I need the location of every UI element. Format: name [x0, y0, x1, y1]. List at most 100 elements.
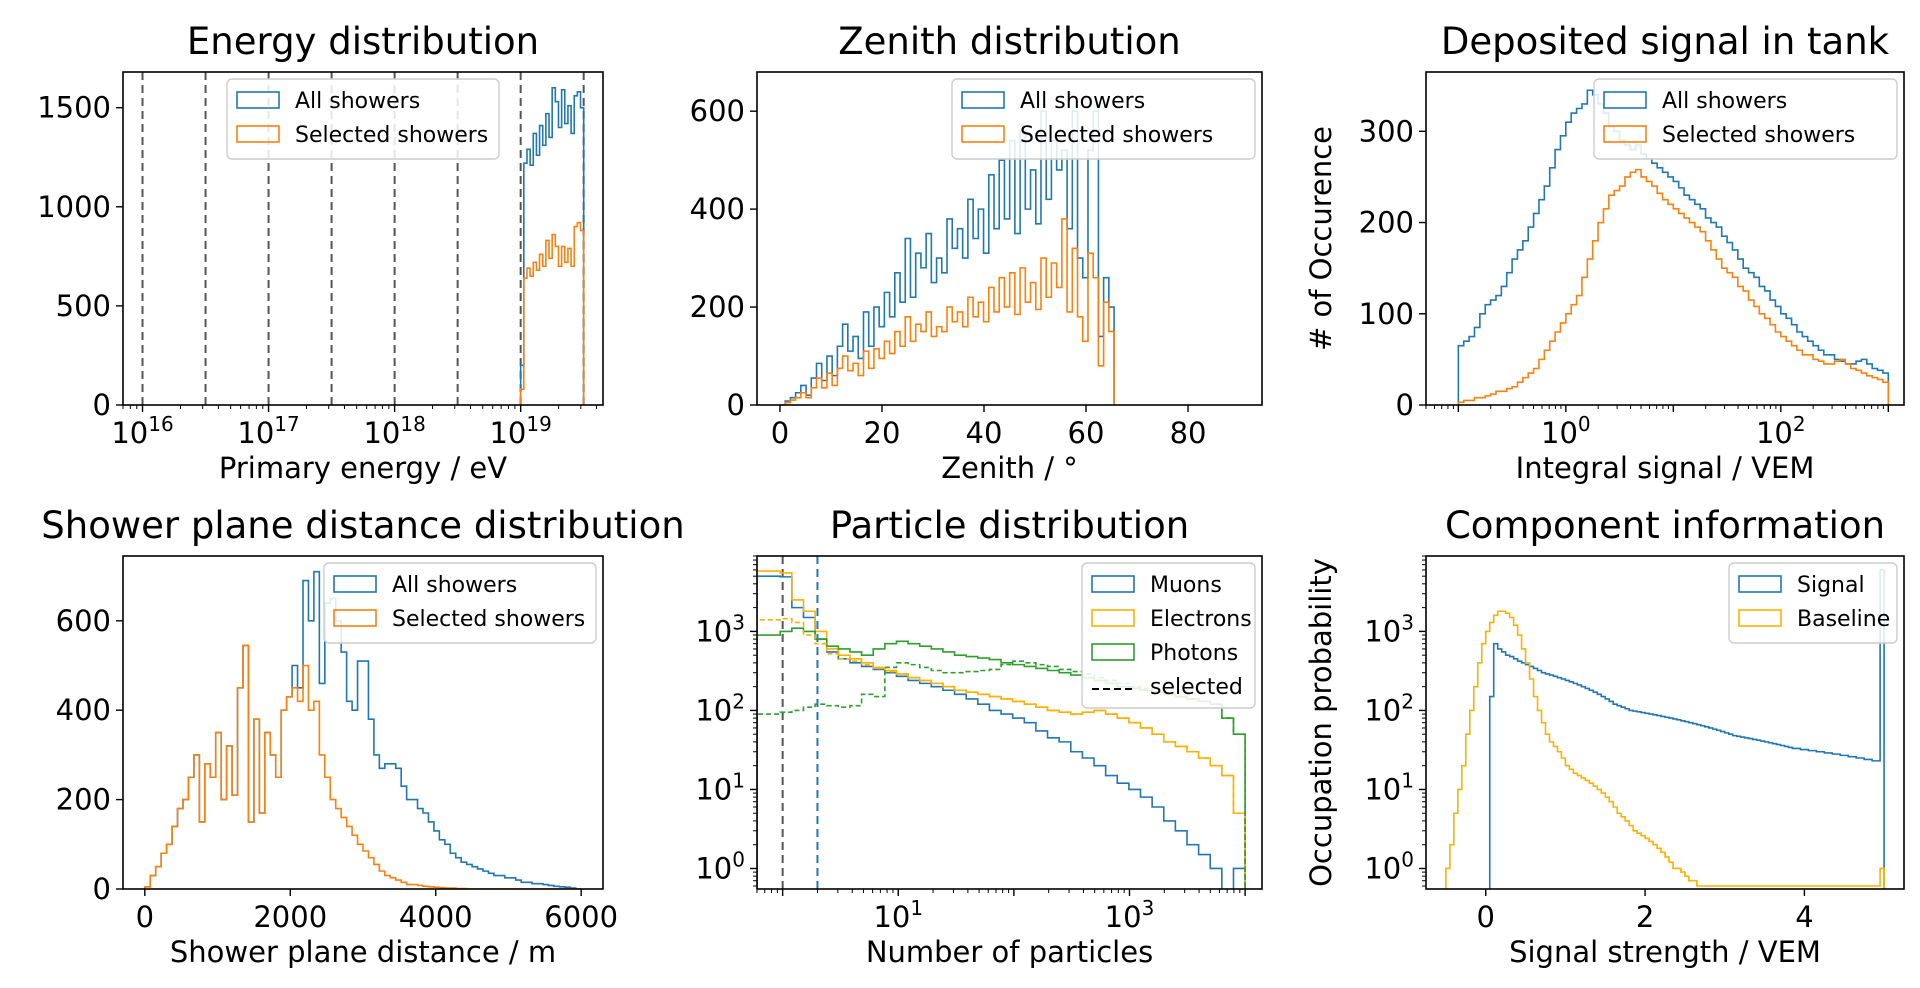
axes-frame: [122, 71, 604, 406]
legend-label: Selected showers: [1020, 123, 1213, 148]
xtick-label-exponent: 1: [910, 896, 923, 920]
legend: Signal Baseline: [1728, 562, 1898, 644]
ytick-label-exponent: 2: [1401, 689, 1414, 713]
x-axis-label: Primary energy / eV: [219, 451, 507, 485]
y-axis-label: # of Occurence: [1304, 126, 1338, 351]
xtick-label: 1018: [363, 412, 425, 450]
axes-frame: [756, 71, 1263, 406]
x-axis-label: Zenith / °: [941, 451, 1078, 485]
ytick-label: 0: [93, 872, 111, 906]
chart-title: Particle distribution: [830, 504, 1189, 547]
legend-swatch: [1603, 125, 1647, 143]
legend-label: selected: [1150, 675, 1243, 700]
ytick-label-base: 10: [1364, 851, 1401, 885]
ytick-label: 400: [56, 693, 111, 727]
chart-title: Deposited signal in tank: [1441, 20, 1890, 63]
ytick-label-base: 10: [1364, 772, 1401, 806]
legend-swatch: [333, 609, 377, 627]
plot-area: [519, 87, 585, 405]
ytick-label-base: 10: [695, 851, 732, 885]
ytick-label: 200: [56, 783, 111, 817]
legend-swatch: [1091, 575, 1135, 593]
xtick-label: 2000: [253, 900, 327, 934]
xtick-label-base: 10: [1756, 416, 1793, 450]
xtick-label-exponent: 3: [1142, 896, 1155, 920]
series-1: [1457, 168, 1890, 405]
xtick-label: 103: [1105, 896, 1155, 934]
legend-label: Muons: [1150, 573, 1222, 598]
legend-frame: [1728, 562, 1898, 644]
legend: All showers Selected showers: [1593, 78, 1898, 160]
x-axis-label: Signal strength / VEM: [1509, 935, 1821, 969]
ytick-label: 0: [93, 388, 111, 422]
xtick-label: 102: [1756, 412, 1806, 450]
xtick-label: 6000: [544, 900, 618, 934]
ytick-label: 400: [690, 192, 745, 226]
legend-swatch: [1603, 91, 1647, 109]
legend-swatch: [961, 91, 1005, 109]
legend-label: Baseline: [1797, 607, 1890, 632]
xtick-label-exponent: 18: [400, 412, 425, 436]
series-0: [519, 87, 585, 405]
ytick-label-base: 10: [695, 614, 732, 648]
ytick-label: 200: [1359, 206, 1414, 240]
ytick-label: 1500: [37, 91, 111, 125]
series-1: [779, 218, 1115, 405]
y-axis-label: Occupation probability: [1304, 558, 1338, 887]
series-1: [144, 644, 582, 889]
series-3: [757, 617, 1246, 889]
xtick-label-base: 10: [489, 416, 526, 450]
xtick-label: 2: [1636, 900, 1654, 934]
xtick-label-exponent: 17: [274, 412, 299, 436]
ytick-label-base: 10: [1364, 614, 1401, 648]
ytick-label-exponent: 0: [1401, 847, 1414, 871]
ytick-label: 101: [1364, 768, 1414, 806]
xtick-label: 40: [966, 416, 1003, 450]
xtick-label-exponent: 16: [148, 412, 173, 436]
ytick-label: 102: [695, 689, 745, 727]
x-axis-label: Integral signal / VEM: [1516, 451, 1815, 485]
xtick-label-base: 10: [873, 900, 910, 934]
plot-area: [1445, 569, 1885, 889]
ytick-label: 200: [690, 290, 745, 324]
xtick-label: 60: [1068, 416, 1105, 450]
xtick-label-exponent: 19: [526, 412, 551, 436]
x-axis-label: Shower plane distance / m: [170, 935, 556, 969]
xtick-label: 80: [1170, 416, 1207, 450]
legend-swatch: [236, 91, 280, 109]
xtick-label-base: 10: [1105, 900, 1142, 934]
series-0: [757, 575, 1246, 889]
series-0: [1488, 569, 1885, 889]
xtick-label: 101: [873, 896, 923, 934]
ytick-label: 100: [1359, 297, 1414, 331]
series-0: [779, 110, 1115, 405]
legend-label: Selected showers: [1662, 123, 1855, 148]
legend-label: All showers: [295, 89, 420, 114]
xtick-label: 100: [1541, 412, 1591, 450]
xtick-label-base: 10: [363, 416, 400, 450]
panel-shower_plane: 0 2000 4000 6000 0 200 400 600 Shower plane dist…: [41, 504, 684, 969]
xtick-label: 4: [1795, 900, 1813, 934]
ytick-label-base: 10: [1364, 693, 1401, 727]
legend-label: All showers: [392, 573, 517, 598]
xtick-label: 1019: [489, 412, 551, 450]
xtick-label: 0: [1477, 900, 1495, 934]
ytick-label: 1000: [37, 190, 111, 224]
ytick-label: 101: [695, 768, 745, 806]
plot-area: [779, 110, 1115, 405]
axes-frame: [122, 555, 604, 890]
ytick-label-exponent: 0: [732, 847, 745, 871]
ytick-label-exponent: 1: [1401, 768, 1414, 792]
legend-frame: [226, 78, 500, 160]
ytick-label: 0: [1396, 388, 1414, 422]
legend-label: All showers: [1662, 89, 1787, 114]
legend-frame: [951, 78, 1256, 160]
legend: All showers Selected showers: [226, 78, 500, 160]
axes-frame: [1425, 71, 1905, 406]
legend-label: All showers: [1020, 89, 1145, 114]
legend-swatch: [1738, 575, 1782, 593]
xtick-label-base: 10: [1541, 416, 1578, 450]
